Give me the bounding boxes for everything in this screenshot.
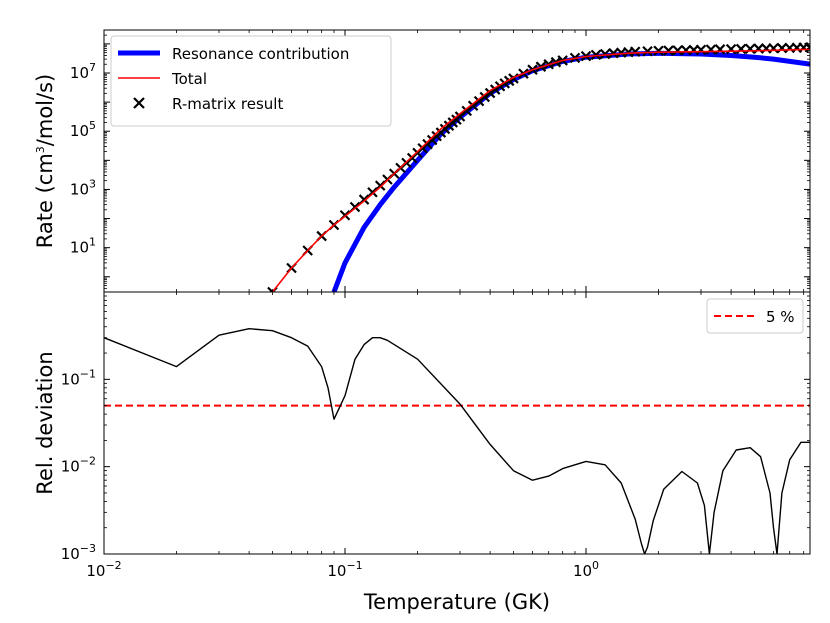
- bottom-ylabel: Rel. deviation: [33, 351, 57, 494]
- r-matrix-point: [714, 44, 726, 55]
- top-legend-frame: [110, 35, 392, 127]
- r-matrix-point: [753, 43, 764, 54]
- series-total: [271, 48, 810, 292]
- legend-rmatrix-marker: [133, 97, 145, 109]
- y-tick-label: 107: [70, 61, 96, 82]
- r-matrix-point: [705, 44, 717, 55]
- legend-resonance-label: Resonance contribution: [172, 45, 349, 63]
- bottom-series-group: [104, 328, 810, 554]
- bottom-legend: 5 %: [706, 298, 804, 334]
- r-matrix-point: [695, 44, 707, 56]
- top-ylabel: Rate (cm3/mol/s): [33, 74, 57, 248]
- r-matrix-point: [768, 42, 779, 54]
- y-tick-label: 101: [70, 236, 96, 257]
- series-relative-deviation: [104, 328, 810, 554]
- y-tick-label: 103: [70, 177, 96, 198]
- r-matrix-point: [590, 49, 602, 61]
- y-tick-label: 105: [70, 119, 96, 140]
- y-tick-label: 10−1: [61, 367, 96, 388]
- bottom-axes-frame: [103, 291, 811, 555]
- bottom-deviation-panel: 10−310−210−110−2 10−1 100 Rel. deviation T…: [33, 291, 811, 614]
- r-matrix-point: [642, 45, 653, 57]
- y-tick-label: 10−3: [61, 542, 96, 563]
- r-matrix-point: [776, 42, 788, 54]
- r-matrix-point: [735, 43, 747, 55]
- legend-five-percent-label: 5 %: [766, 308, 795, 326]
- top-legend: Resonance contribution Total R-matrix re…: [110, 35, 392, 127]
- r-matrix-point: [744, 43, 756, 55]
- x-tick-label: 10−1: [327, 559, 362, 580]
- bottom-legend-frame: [706, 298, 804, 334]
- r-matrix-point: [663, 45, 674, 56]
- r-matrix-point: [599, 48, 611, 60]
- r-matrix-point: [653, 45, 664, 57]
- top-rate-panel: 101 103 105 107 Rate (cm3/mol/s) Resonance …: [33, 29, 811, 293]
- y-tick-label: 10−2: [61, 455, 96, 476]
- r-matrix-point: [484, 87, 496, 99]
- r-matrix-point: [725, 43, 737, 55]
- x-tick-label: 100: [573, 559, 599, 580]
- x-tick-label: 10−2: [86, 559, 121, 580]
- r-matrix-point: [629, 46, 641, 57]
- r-matrix-point: [672, 45, 683, 56]
- xlabel: Temperature (GK): [363, 590, 550, 614]
- legend-total-label: Total: [171, 70, 207, 88]
- legend-rmatrix-label: R-matrix result: [172, 95, 283, 113]
